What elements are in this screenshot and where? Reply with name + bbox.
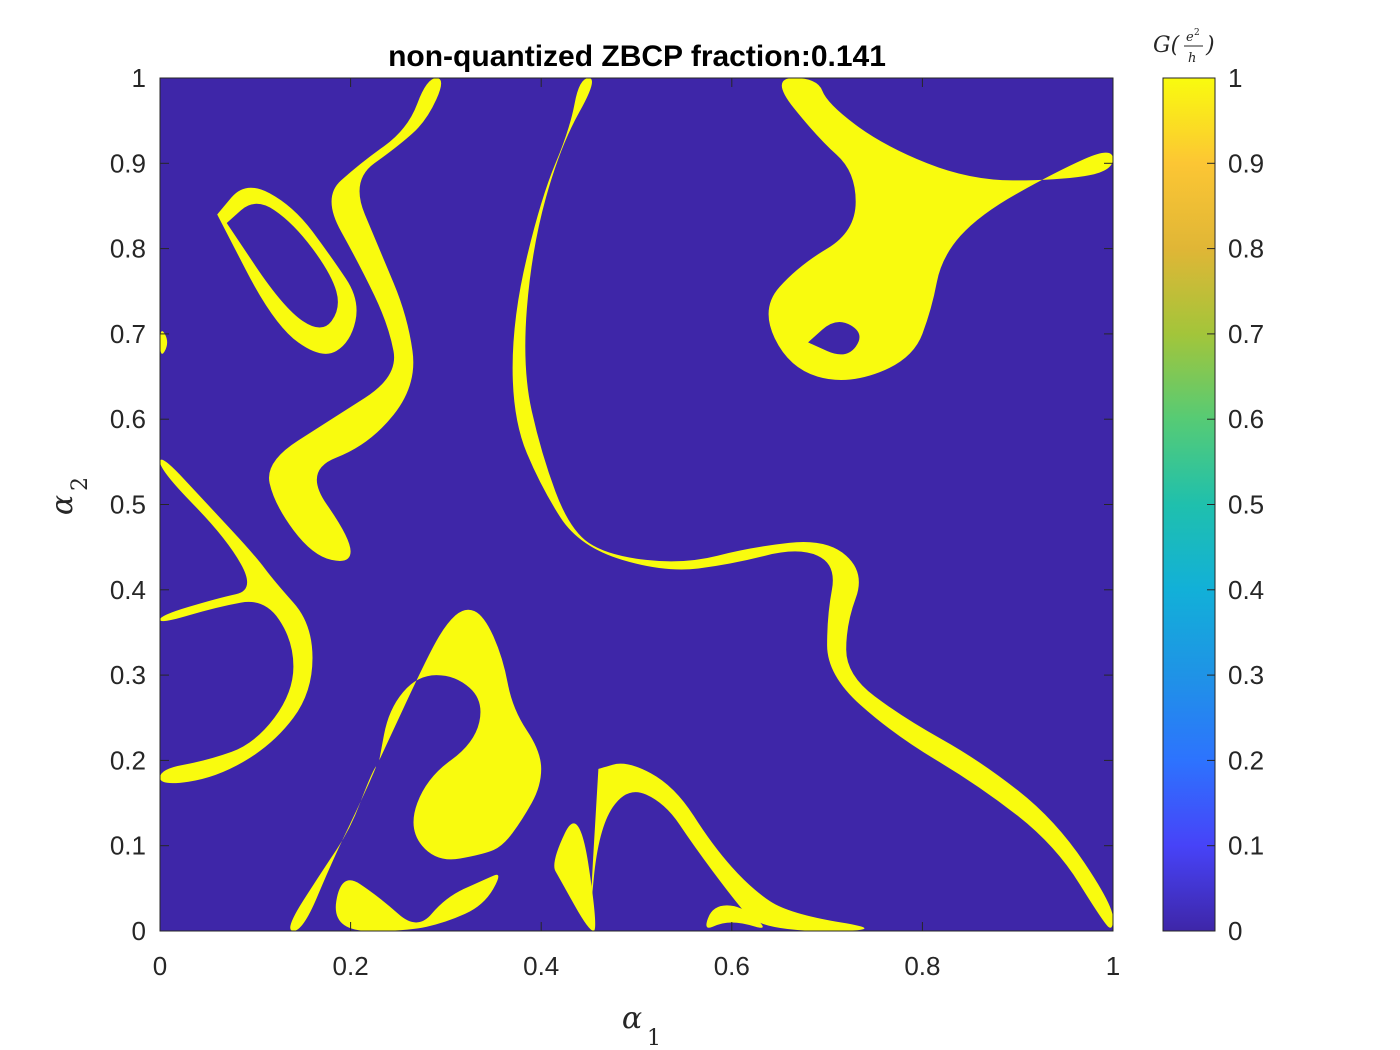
region-lower-center-blob — [379, 609, 542, 860]
y-axis-ticks: 0 0.1 0.2 0.3 0.4 0.5 0.6 0.7 0.8 0.9 1 — [110, 63, 1113, 946]
colorbar-tick-label: 0.9 — [1228, 148, 1264, 178]
region-central-curve — [512, 78, 1113, 928]
region-s-curve-upper — [268, 78, 442, 561]
colorbar-label: G( e 2 h ) — [1153, 28, 1215, 66]
y-tick-label: 0.8 — [110, 234, 146, 264]
y-tick-label: 0.5 — [110, 490, 146, 520]
x-tick-label: 0.2 — [333, 951, 369, 981]
y-tick-label: 0.7 — [110, 319, 146, 349]
colorbar-tick-label: 1 — [1228, 63, 1242, 93]
x-axis-label-subscript: 1 — [647, 1026, 661, 1050]
colorbar-label-numerator: e — [1186, 30, 1194, 45]
colorbar-tick-label: 0.3 — [1228, 660, 1264, 690]
colorbar-tick-label: 0 — [1228, 916, 1242, 946]
chart-title: non-quantized ZBCP fraction:0.141 — [388, 40, 886, 73]
y-tick-label: 0 — [132, 916, 146, 946]
x-axis-ticks: 0 0.2 0.4 0.6 0.8 1 — [153, 78, 1120, 981]
x-tick-label: 1 — [1106, 951, 1120, 981]
y-axis-label-base: α — [45, 495, 80, 515]
y-tick-label: 0.6 — [110, 404, 146, 434]
y-tick-label: 0.3 — [110, 660, 146, 690]
colorbar: 0 0.1 0.2 0.3 0.4 0.5 0.6 0.7 0.8 0.9 1 G( e 2 h ) — [1153, 28, 1264, 946]
x-tick-label: 0 — [153, 951, 167, 981]
colorbar-label-suffix: ) — [1205, 33, 1215, 58]
x-axis-label-base: α — [622, 1001, 642, 1036]
region-lower-spike — [554, 823, 596, 931]
colorbar-tick-label: 0.6 — [1228, 404, 1264, 434]
region-bottom-bump — [706, 905, 763, 928]
y-tick-label: 0.1 — [110, 831, 146, 861]
colorbar-tick-label: 0.7 — [1228, 319, 1264, 349]
x-tick-label: 0.8 — [904, 951, 940, 981]
colorbar-label-denominator: h — [1188, 51, 1196, 66]
region-upper-right-blob — [768, 78, 1113, 380]
y-axis-label-subscript: 2 — [68, 477, 93, 491]
colorbar-tick-label: 0.2 — [1228, 745, 1264, 775]
y-tick-label: 0.4 — [110, 575, 146, 605]
y-axis-label: α 2 — [45, 477, 93, 515]
y-tick-label: 0.2 — [110, 745, 146, 775]
colorbar-gradient — [1162, 77, 1216, 932]
colorbar-tick-label: 0.5 — [1228, 490, 1264, 520]
colorbar-tick-label: 0.1 — [1228, 831, 1264, 861]
region-lower-right-hook — [591, 763, 865, 931]
region-lower-left-arc — [290, 766, 377, 931]
y-tick-label: 0.9 — [110, 148, 146, 178]
plot-area — [159, 77, 1114, 932]
high-conductance-regions — [160, 78, 1113, 931]
x-tick-label: 0.6 — [714, 951, 750, 981]
colorbar-label-exponent: 2 — [1194, 28, 1200, 38]
colorbar-tick-label: 0.4 — [1228, 575, 1264, 605]
region-left-lower-loop — [160, 459, 313, 784]
region-lower-arc-2 — [335, 874, 499, 931]
x-axis-label: α 1 — [622, 1001, 661, 1050]
region-left-notch — [160, 331, 168, 354]
colorbar-tick-label: 0.8 — [1228, 234, 1264, 264]
y-tick-label: 1 — [132, 63, 146, 93]
region-left-top-ring — [217, 187, 357, 354]
colorbar-label-prefix: G( — [1153, 33, 1180, 58]
colorbar-ticks: 0 0.1 0.2 0.3 0.4 0.5 0.6 0.7 0.8 0.9 1 — [1207, 63, 1264, 946]
x-tick-label: 0.4 — [523, 951, 559, 981]
